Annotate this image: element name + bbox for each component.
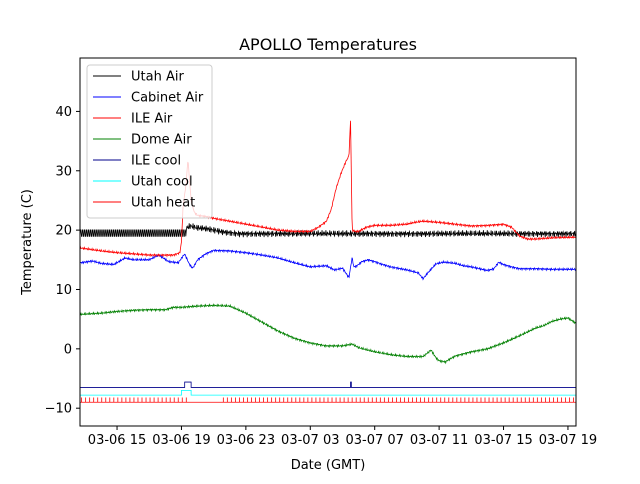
y-tick-label: 0 [64,342,72,357]
legend-label: Cabinet Air [131,91,204,106]
y-tick-label: 10 [55,283,72,298]
x-tick-label: 03-07 11 [410,433,468,448]
series-line-cabinet-air [80,249,576,281]
series-line-dome-air [80,303,576,365]
legend-label: Utah cool [131,175,193,190]
x-axis: 03-06 15 03-06 19 03-06 23 03-07 03 03-07 07… [88,426,597,448]
series-line-utah-cool [80,389,576,396]
legend-label: ILE Air [131,112,173,127]
y-tick-label: 40 [55,105,72,120]
x-tick-label: 03-07 15 [474,433,532,448]
x-tick-label: 03-07 07 [345,433,403,448]
y-tick-label: 20 [55,224,72,239]
legend-item-cabinet-air[interactable]: Cabinet Air [93,91,204,106]
legend-item-ile-cool[interactable]: ILE cool [93,154,181,169]
series-line-utah-heat [80,397,576,403]
y-tick-label: −10 [45,402,72,417]
series-line-utah-air [80,223,576,238]
series-line-ile-cool [80,381,576,388]
y-axis-label: Temperature (C) [20,189,35,296]
y-axis: −10 0 10 20 30 40 [45,105,80,417]
x-axis-label: Date (GMT) [291,458,366,473]
legend-label: ILE cool [131,154,181,169]
legend-item-dome-air[interactable]: Dome Air [93,133,192,148]
legend-label: Utah heat [131,196,195,211]
legend-item-ile-air[interactable]: ILE Air [93,112,173,127]
x-tick-label: 03-07 03 [281,433,339,448]
legend-label: Dome Air [131,133,192,148]
x-tick-label: 03-06 15 [88,433,146,448]
x-tick-label: 03-06 19 [152,433,210,448]
x-tick-label: 03-06 23 [217,433,275,448]
plot-area [80,120,576,403]
legend-item-utah-heat[interactable]: Utah heat [93,196,195,211]
plot-frame [79,57,577,427]
legend[interactable]: Utah Air Cabinet Air ILE Air Dome Air ILE co… [86,64,213,219]
legend-box [86,64,213,219]
chart-title: APOLLO Temperatures [239,35,417,54]
series-line-ile-air [80,120,576,258]
legend-item-utah-cool[interactable]: Utah cool [93,175,193,190]
legend-label: Utah Air [131,70,184,85]
y-tick-label: 30 [55,164,72,179]
legend-item-utah-air[interactable]: Utah Air [93,70,184,85]
x-tick-label: 03-07 19 [539,433,597,448]
